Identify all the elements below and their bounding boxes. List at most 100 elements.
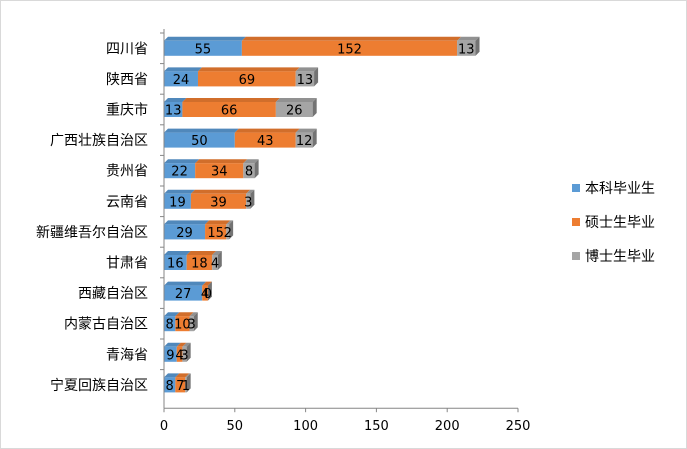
bar-top-face [182,342,191,347]
data-label: 26 [286,104,303,119]
bar-segment [164,224,206,240]
data-label: 1 [182,379,190,394]
legend: 本科毕业生 硕士生毕业 博士生毕业 [572,178,655,280]
bar-top-face [164,281,207,286]
value-tick-label: 100 [293,419,318,434]
bar-segment [457,40,476,56]
bar-top-face [164,128,239,133]
data-label: 29 [176,226,193,241]
category-label: 宁夏回族自治区 [50,377,148,394]
bar-segment [164,255,187,270]
legend-label-master: 硕士生毕业 [585,214,655,231]
data-label: 8 [166,379,174,394]
bar-top-face [212,251,222,255]
data-label: 13 [165,104,182,119]
bar-segment [175,316,190,332]
value-tick-label: 200 [435,419,460,434]
bar-segment [241,40,458,56]
data-label: 43 [257,134,274,149]
bar-top-face [164,251,191,255]
bar-top-face [202,281,212,286]
data-label: 0 [204,287,212,302]
bar-side-face [312,98,317,117]
bar-top-face [190,189,251,194]
category-label: 内蒙古自治区 [64,317,148,333]
bar-top-face [197,67,300,72]
bar-segment [205,224,227,240]
bar-top-face [226,220,234,225]
bar-top-face [189,312,198,317]
bar-side-face [250,189,255,209]
bar-top-face [186,251,217,255]
bar-segment [164,316,176,332]
bar-top-face [164,159,200,164]
bar-top-face [234,128,300,133]
data-label: 3 [187,318,195,333]
data-label: 12 [296,134,313,149]
category-label: 四川省 [106,41,148,57]
bar-segment [164,377,176,393]
data-label: 27 [175,287,192,302]
bar-top-face [185,373,191,378]
bar-side-face [193,312,198,332]
data-label: 8 [166,318,174,333]
bar-segment [189,316,194,332]
bar-segment [226,224,230,240]
data-label: 8 [245,165,253,180]
bar-segment [176,346,183,362]
bar-top-face [164,220,210,225]
category-label: 陕西省 [106,72,148,88]
data-label: 39 [210,195,227,210]
bar-side-face [254,159,259,179]
data-label: 66 [221,104,238,119]
bar-segment [212,255,218,270]
legend-label-undergrad: 本科毕业生 [585,180,655,197]
bar-top-face [295,128,317,133]
category-label: 新疆维吾尔自治区 [36,225,148,241]
data-label: 69 [239,73,256,88]
bar-top-face [175,373,190,378]
category-label: 甘肃省 [106,256,148,272]
data-label: 152 [337,42,362,57]
data-label: 3 [180,348,188,363]
bar-side-face [475,36,480,56]
category-label: 广西壮族自治区 [50,133,148,149]
bar-side-face [314,67,319,87]
bar-top-face [164,189,195,194]
bar-segment [185,377,187,393]
data-label: 50 [191,134,208,149]
bar-segment [164,193,191,209]
bar-top-face [295,67,319,72]
legend-item-master: 硕士生毕业 [572,212,655,231]
data-label: 4 [211,257,219,272]
bar-segment [234,132,296,148]
data-label: 34 [211,165,228,180]
bar-segment [164,132,235,148]
bar-top-face [195,159,248,164]
bar-top-face [164,373,180,378]
legend-swatch-phd [572,251,580,260]
value-axis: 0 50 100 150 200 250 [160,407,531,434]
bar-side-face [312,128,317,148]
bar-segment [182,102,276,117]
data-label: 15 [207,226,224,241]
category-label: 青海省 [106,347,148,363]
data-label: 13 [297,73,314,88]
bar-top-face [275,98,317,102]
data-label: 3 [244,195,252,210]
data-label: 13 [458,42,475,57]
bar-top-face [176,342,187,347]
bar-segment [295,132,313,148]
legend-swatch-undergrad [572,183,580,192]
category-label: 西藏自治区 [78,286,148,302]
value-tick-label: 0 [160,419,168,434]
bar-top-face [241,36,462,41]
value-tick-label: 50 [227,419,244,434]
bar-top-face [164,36,246,41]
data-label: 7 [176,379,184,394]
bar-segment [275,102,313,117]
bar-segment [175,377,186,393]
legend-item-undergrad: 本科毕业生 [572,178,655,197]
value-tick-label: 250 [506,419,531,434]
